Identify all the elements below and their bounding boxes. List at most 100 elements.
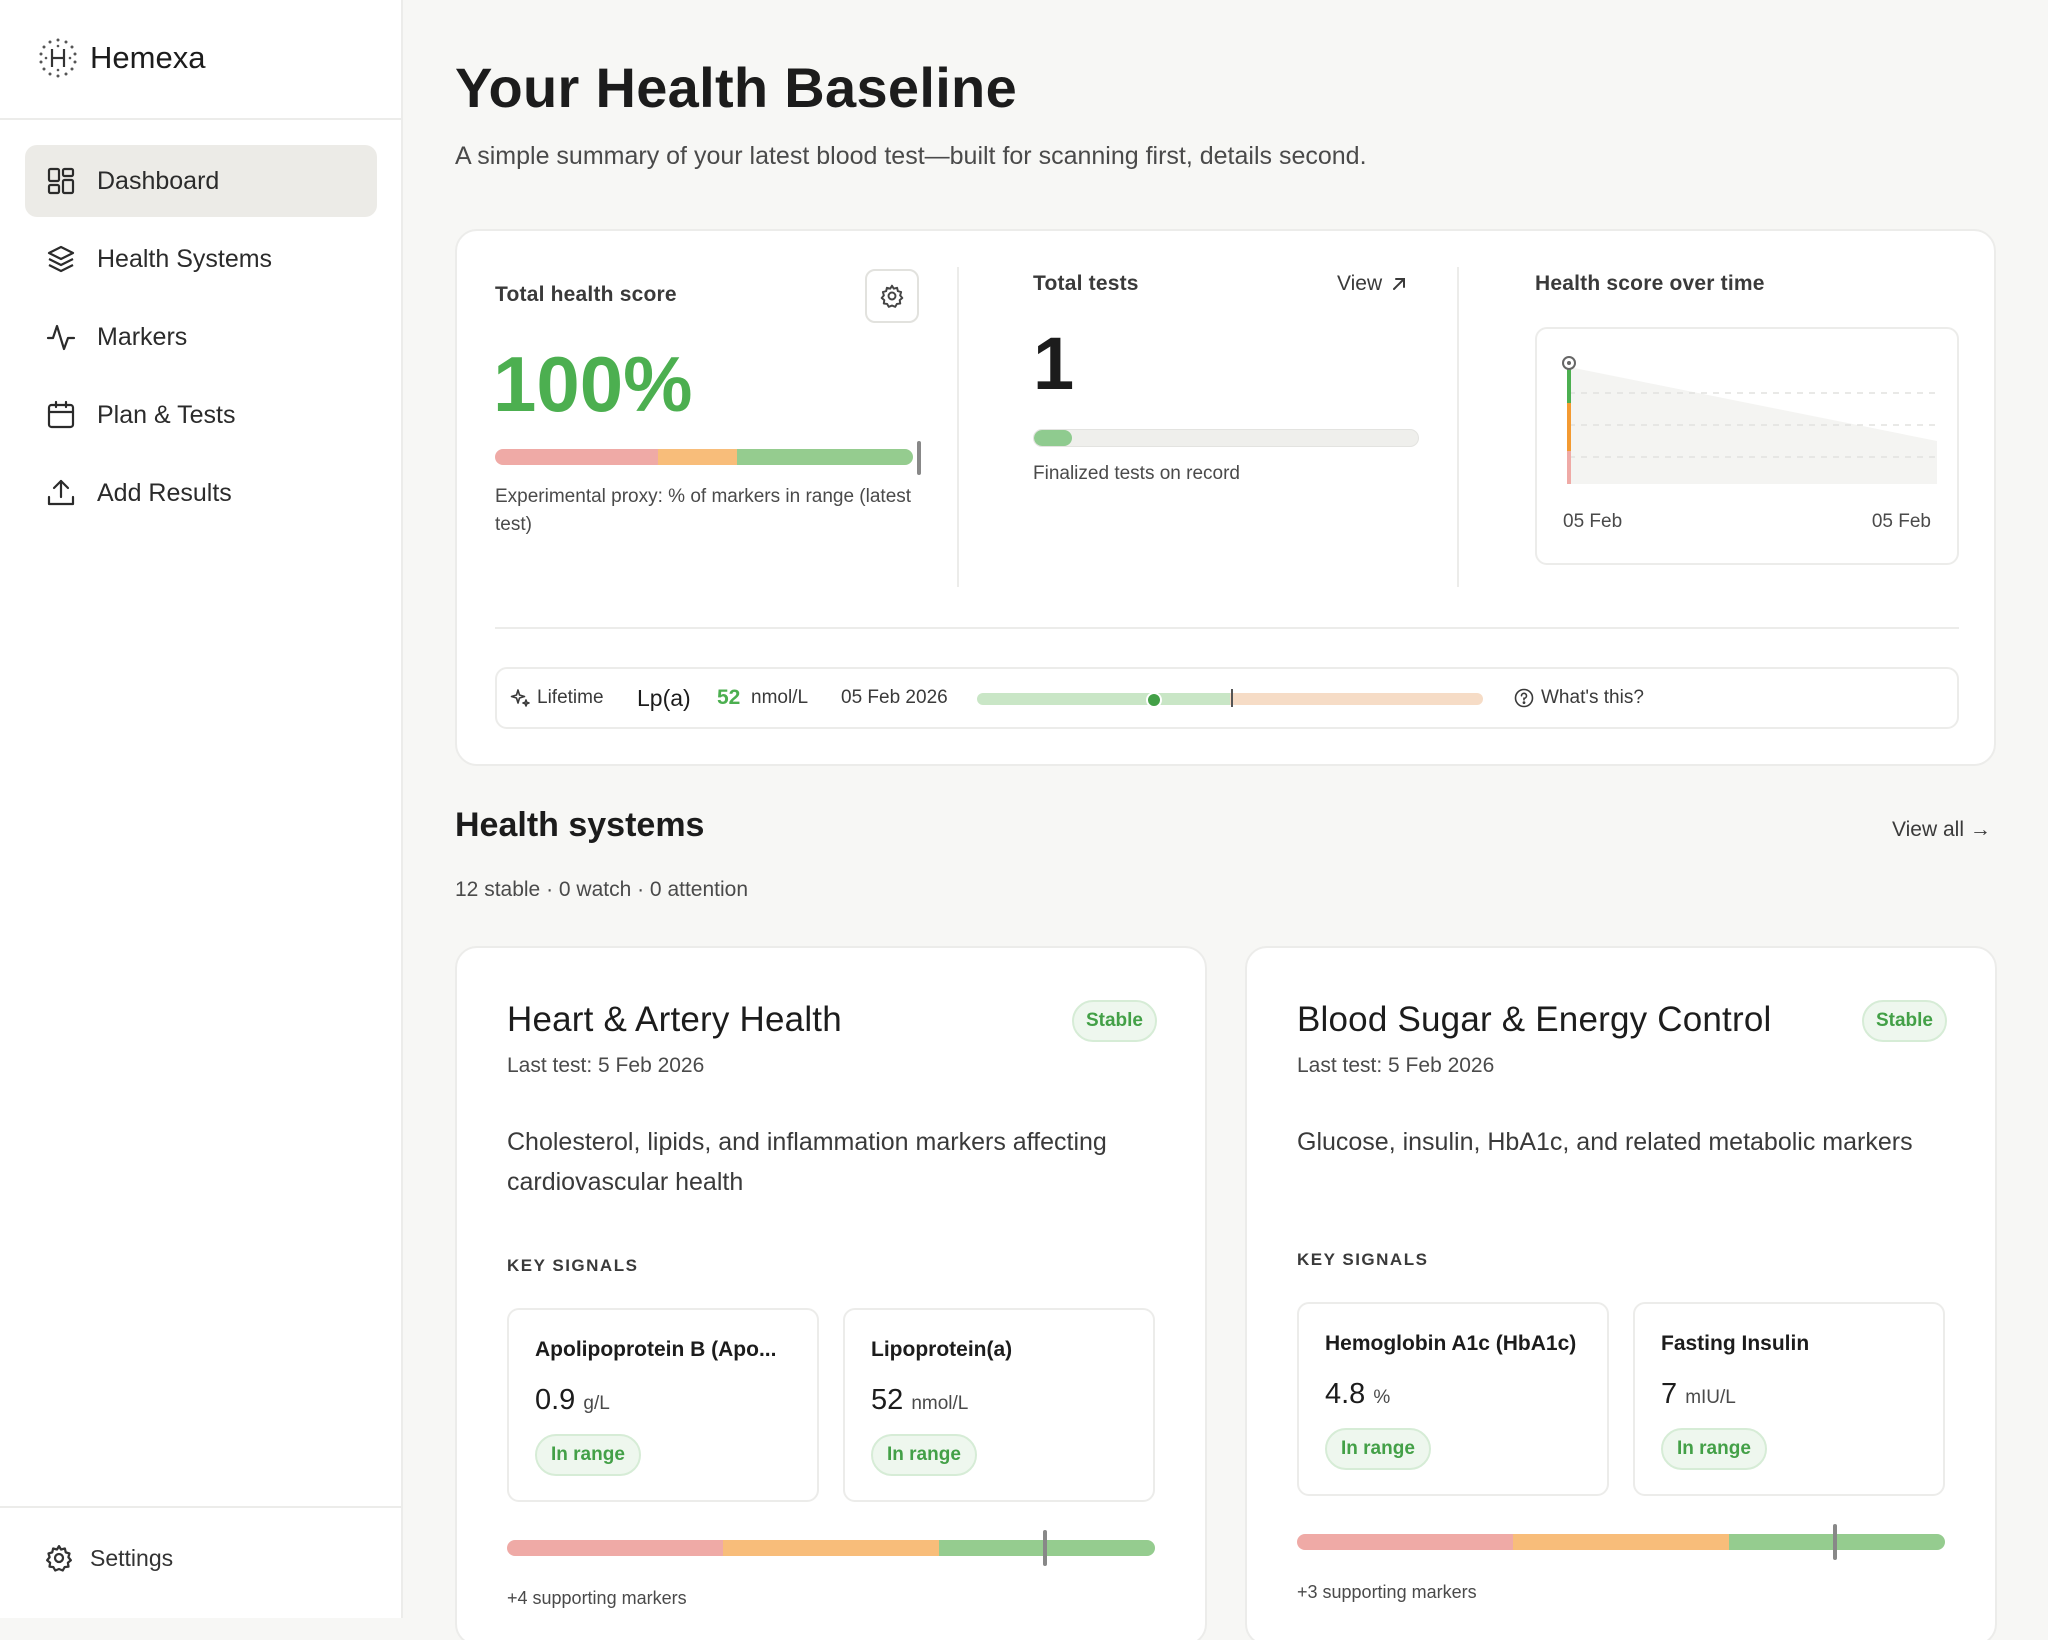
sidebar-item-label: Markers [97, 322, 188, 351]
calendar-icon [47, 400, 75, 429]
system-range-marker [1042, 1530, 1047, 1566]
signal-card[interactable]: Apolipoprotein B (Apo... 0.9 g/L In rang… [507, 1308, 819, 1502]
supporting-markers-count[interactable]: +3 supporting markers [1297, 1582, 1477, 1602]
signal-name: Apolipoprotein B (Apo... [535, 1338, 777, 1361]
arrow-up-right-icon [1393, 278, 1406, 290]
signal-name: Fasting Insulin [1661, 1332, 1810, 1355]
lifetime-tag-label: Lifetime [537, 687, 604, 708]
page-title: Your Health Baseline [455, 56, 1018, 119]
health-score-value: 100% [493, 340, 693, 428]
lifetime-marker-row[interactable]: Lifetime Lp(a) 52 nmol/L 05 Feb 2026 Wha… [495, 667, 1959, 729]
score-trend-plot [1562, 356, 1937, 484]
signal-value-number: 0.9 [535, 1384, 576, 1416]
score-settings-button[interactable] [865, 269, 919, 323]
settings-label: Settings [90, 1544, 174, 1571]
summary-divider [495, 627, 1959, 629]
tests-view-link[interactable]: View [1337, 272, 1408, 296]
key-signals-label: KEY SIGNALS [507, 1256, 639, 1275]
sidebar: Hemexa Dashboard Health Systems Markers [0, 0, 403, 1618]
health-score-range-bar [495, 449, 913, 465]
sidebar-item-dashboard[interactable]: Dashboard [25, 145, 377, 217]
health-score-marker [917, 441, 921, 475]
column-divider [957, 267, 959, 587]
whats-this-link[interactable]: What's this? [1513, 687, 1644, 709]
sparkle-icon [510, 689, 530, 707]
dashboard-icon [47, 167, 75, 195]
sidebar-nav: Dashboard Health Systems Markers Plan & … [25, 145, 377, 535]
hemexa-logo-icon [39, 38, 77, 78]
system-card-description: Cholesterol, lipids, and inflammation ma… [507, 1128, 1107, 1196]
system-card-blood-sugar[interactable]: Blood Sugar & Energy Control Stable Last… [1245, 946, 1997, 1640]
signal-status-badge: In range [1661, 1428, 1767, 1470]
signal-card[interactable]: Lipoprotein(a) 52 nmol/L In range [843, 1308, 1155, 1502]
brand-name: Hemexa [90, 40, 206, 75]
help-circle-icon [1514, 688, 1534, 708]
status-badge: Stable [1861, 1000, 1947, 1042]
signal-status-badge: In range [535, 1434, 641, 1476]
activity-icon [46, 324, 76, 351]
sidebar-item-label: Dashboard [97, 166, 220, 195]
settings-button[interactable]: Settings [44, 1543, 173, 1573]
sidebar-item-health-systems[interactable]: Health Systems [25, 223, 377, 295]
sidebar-item-markers[interactable]: Markers [25, 301, 377, 373]
signal-unit: mIU/L [1685, 1387, 1736, 1408]
system-range-bar [1297, 1534, 1945, 1550]
sidebar-item-label: Health Systems [97, 244, 273, 273]
signal-unit: % [1373, 1387, 1391, 1408]
brand[interactable]: Hemexa [36, 36, 205, 80]
health-score-label: Total health score [495, 283, 677, 306]
total-tests-value: 1 [1033, 322, 1075, 405]
system-card-title: Heart & Artery Health [507, 1000, 842, 1039]
signal-value: 4.8 % [1325, 1378, 1390, 1411]
signal-value-number: 52 [871, 1384, 904, 1416]
system-card-heart[interactable]: Heart & Artery Health Stable Last test: … [455, 946, 1207, 1640]
layers-icon [47, 245, 75, 273]
lifetime-range-bar [977, 693, 1483, 705]
signal-value: 7 mIU/L [1661, 1378, 1736, 1411]
system-range-bar [507, 1540, 1155, 1556]
system-card-title: Blood Sugar & Energy Control [1297, 1000, 1772, 1039]
brand-divider [0, 118, 403, 120]
lifetime-marker-name: Lp(a) [637, 684, 691, 711]
lifetime-range-threshold [1231, 689, 1233, 707]
signal-name: Lipoprotein(a) [871, 1338, 1013, 1361]
lifetime-tag: Lifetime [509, 687, 604, 709]
signal-name: Hemoglobin A1c (HbA1c) [1325, 1332, 1577, 1355]
total-tests-progress-fill [1034, 430, 1073, 446]
signal-value: 52 nmol/L [871, 1384, 968, 1417]
column-divider [1457, 267, 1459, 587]
lifetime-marker-value: 52 [717, 686, 741, 709]
sidebar-item-add-results[interactable]: Add Results [25, 457, 377, 529]
whats-this-label: What's this? [1541, 687, 1644, 708]
total-tests-label: Total tests [1033, 272, 1139, 295]
gear-icon [880, 284, 904, 308]
signal-card[interactable]: Hemoglobin A1c (HbA1c) 4.8 % In range [1297, 1302, 1609, 1496]
lifetime-marker-unit: nmol/L [751, 687, 809, 708]
trend-x-end-label: 05 Feb [1871, 511, 1931, 532]
gear-icon [46, 1545, 72, 1572]
system-card-description: Glucose, insulin, HbA1c, and related met… [1297, 1128, 1913, 1156]
system-range-marker [1832, 1524, 1837, 1560]
upload-icon [47, 479, 75, 506]
settings-divider [0, 1506, 403, 1508]
score-trend-chart: 05 Feb 05 Feb [1535, 327, 1959, 565]
health-score-note: Experimental proxy: % of markers in rang… [495, 486, 912, 535]
sidebar-item-label: Plan & Tests [97, 400, 236, 429]
health-systems-title: Health systems [455, 806, 705, 844]
system-card-last-test: Last test: 5 Feb 2026 [1297, 1054, 1495, 1077]
supporting-markers-count[interactable]: +4 supporting markers [507, 1588, 687, 1608]
lifetime-value-marker [1146, 692, 1163, 708]
health-systems-summary: 12 stable · 0 watch · 0 attention [455, 878, 749, 901]
key-signals-label: KEY SIGNALS [1297, 1250, 1429, 1269]
signal-value: 0.9 g/L [535, 1384, 610, 1417]
health-systems-view-all-link[interactable]: View all → [1892, 818, 1991, 841]
signal-card[interactable]: Fasting Insulin 7 mIU/L In range [1633, 1302, 1945, 1496]
sidebar-item-plan-tests[interactable]: Plan & Tests [25, 379, 377, 451]
total-tests-progress [1033, 429, 1419, 447]
signal-unit: g/L [583, 1393, 610, 1414]
system-card-last-test: Last test: 5 Feb 2026 [507, 1054, 705, 1077]
signal-value-number: 4.8 [1325, 1378, 1366, 1410]
trend-x-start-label: 05 Feb [1563, 511, 1623, 532]
total-tests-note: Finalized tests on record [1033, 463, 1240, 484]
status-badge: Stable [1071, 1000, 1157, 1042]
